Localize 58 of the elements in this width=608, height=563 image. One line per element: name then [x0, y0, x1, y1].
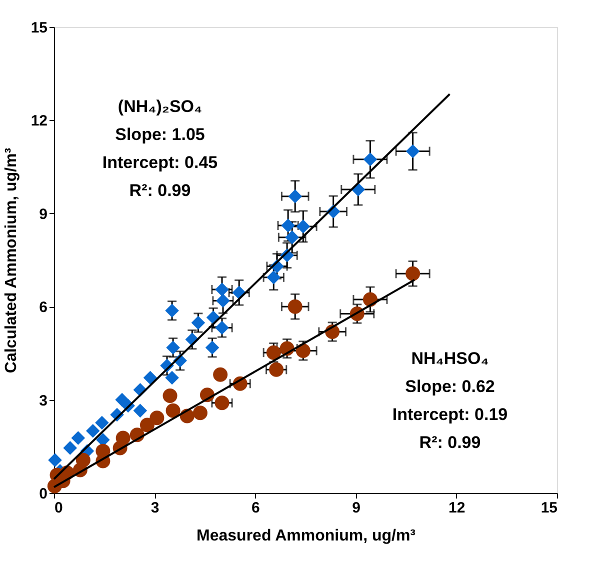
x-tick-label: 0 [54, 500, 63, 516]
point [48, 453, 62, 467]
y-tick-label: 15 [30, 20, 48, 36]
point [296, 220, 310, 234]
y-tick-label: 9 [39, 206, 48, 223]
point [63, 441, 77, 455]
y-tick-label: 0 [39, 486, 48, 502]
point [269, 362, 284, 377]
point [150, 410, 164, 426]
point [166, 403, 180, 418]
point [406, 266, 420, 281]
point [191, 316, 206, 330]
point [281, 218, 295, 232]
point [192, 406, 208, 420]
x-tick-label: 6 [252, 500, 260, 516]
point [143, 370, 158, 385]
y-tick-label: 3 [39, 392, 48, 410]
y-tick-label: 12 [30, 112, 48, 130]
point [406, 144, 420, 158]
point [214, 396, 230, 410]
point [215, 282, 229, 296]
annotation: Slope: 1.05 [115, 125, 205, 144]
point [71, 431, 86, 445]
point [96, 444, 110, 458]
point [165, 370, 179, 385]
point [296, 343, 310, 358]
point [166, 340, 180, 354]
point [76, 452, 90, 468]
point [162, 388, 178, 403]
x-tick-label: 3 [150, 500, 160, 516]
point [288, 189, 302, 204]
y-axis-title: Calculated Ammonium, ug/m³ [2, 148, 20, 374]
point [205, 340, 220, 354]
point [288, 299, 302, 314]
point [363, 152, 378, 166]
point [133, 404, 148, 418]
point [86, 424, 100, 438]
annotation: R²: 0.99 [129, 181, 191, 200]
y-tick-label: 6 [39, 299, 48, 316]
point [213, 367, 228, 382]
x-tick-label: 9 [352, 500, 360, 516]
x-axis-title: Measured Ammonium, ug/m³ [196, 528, 416, 544]
annotation: (NH₄)₂SO₄ [118, 97, 202, 116]
point [285, 230, 299, 244]
point [266, 345, 281, 360]
point [215, 320, 229, 335]
annotation: Slope: 0.62 [405, 377, 495, 396]
annotation: NH₄HSO₄ [411, 349, 489, 368]
x-tick-label: 12 [448, 500, 466, 516]
point [116, 430, 130, 446]
point [95, 416, 109, 430]
annotation: Intercept: 0.45 [102, 153, 218, 172]
annotation: Intercept: 0.19 [392, 405, 508, 424]
point [266, 270, 281, 284]
point [216, 294, 230, 308]
x-tick-label: 15 [540, 500, 558, 516]
annotation: R²: 0.99 [419, 433, 481, 452]
point [165, 304, 179, 318]
